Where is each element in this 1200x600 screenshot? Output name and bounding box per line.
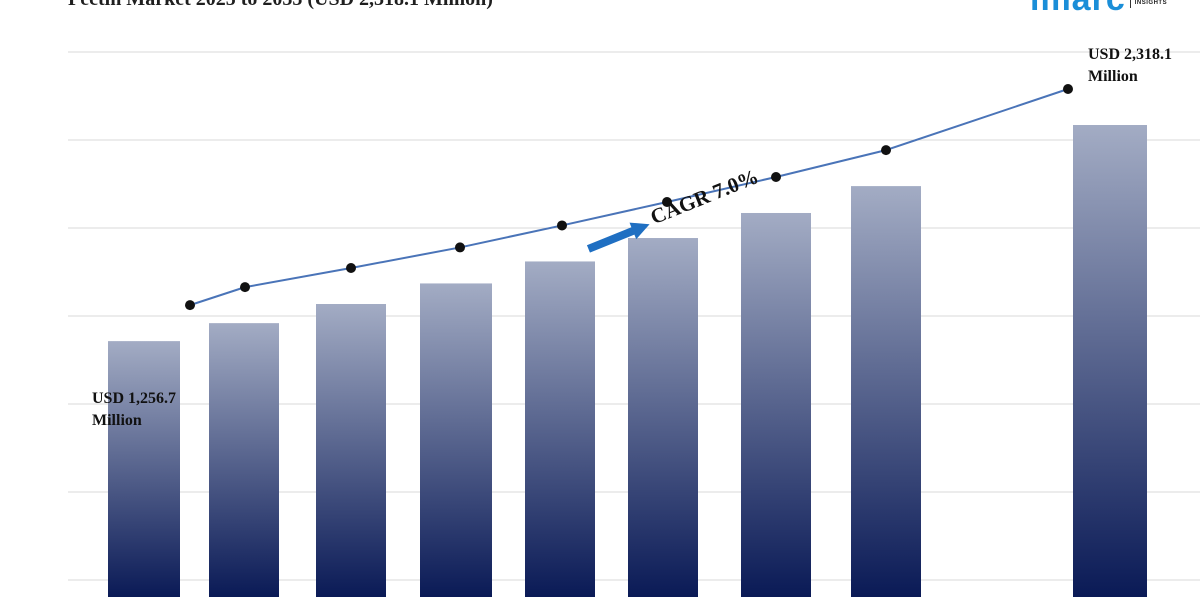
bar-2030 bbox=[628, 238, 698, 597]
marker-2026 bbox=[240, 282, 250, 293]
end-value-label: USD 2,318.1 Million bbox=[1088, 44, 1172, 88]
bar-2027 bbox=[316, 303, 386, 597]
logo-subtext: INSIGHTS bbox=[1134, 0, 1168, 6]
bar-2029 bbox=[525, 261, 595, 597]
marker-2030 bbox=[662, 197, 672, 208]
end-unit: Million bbox=[1088, 68, 1138, 85]
bar-2032 bbox=[851, 186, 921, 598]
imarc-logo: imarc INSIGHTS bbox=[1030, 0, 1167, 16]
marker-2031 bbox=[771, 171, 781, 182]
logo-wordmark: imarc bbox=[1030, 0, 1126, 16]
marker-2032 bbox=[881, 145, 891, 156]
bar-2028 bbox=[420, 283, 492, 597]
chart-title: Pectin Market 2025 to 2033 (USD 2,318.1 … bbox=[68, 0, 493, 11]
start-unit: Million bbox=[92, 412, 142, 429]
start-value: USD 1,256.7 bbox=[92, 390, 177, 407]
bar-2031 bbox=[741, 212, 811, 597]
cagr-annotation: CAGR 7.0% bbox=[581, 155, 781, 267]
marker-2025 bbox=[185, 300, 195, 311]
bars bbox=[108, 125, 1147, 598]
bar-2025 bbox=[108, 341, 180, 597]
marker-2033 bbox=[1063, 84, 1073, 94]
end-value: USD 2,318.1 bbox=[1088, 46, 1173, 63]
marker-2029 bbox=[557, 220, 567, 231]
bar-2026 bbox=[209, 323, 279, 597]
arrow-right-icon bbox=[586, 222, 650, 253]
marker-2028 bbox=[455, 242, 465, 253]
start-value-label: USD 1,256.7 Million bbox=[92, 388, 176, 432]
logo-divider bbox=[1129, 0, 1131, 8]
trend-markers bbox=[185, 84, 1073, 311]
marker-2027 bbox=[346, 262, 356, 273]
bar-2033 bbox=[1073, 125, 1147, 597]
